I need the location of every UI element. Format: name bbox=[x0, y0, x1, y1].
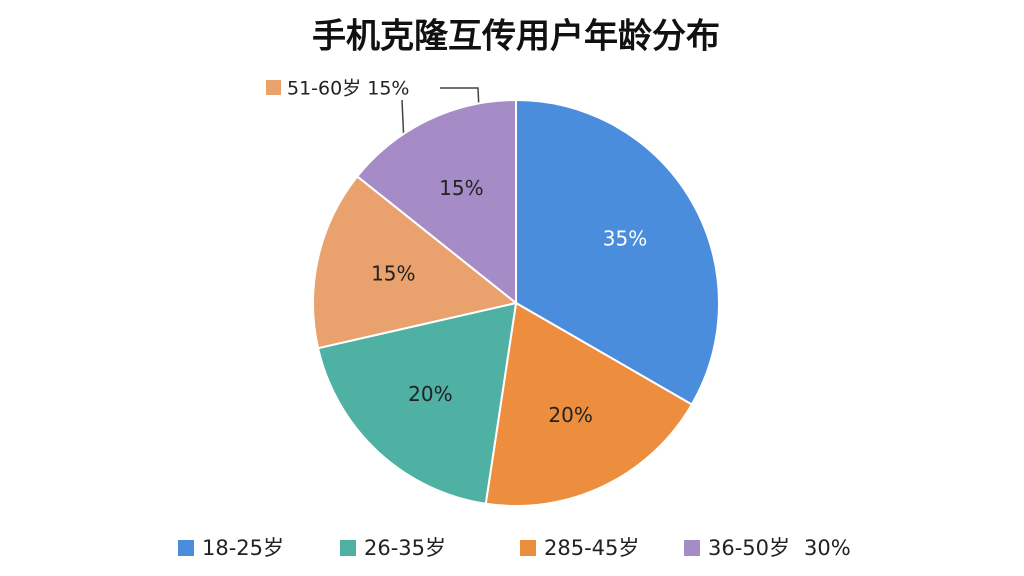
slice-label: 15% bbox=[371, 261, 415, 285]
legend-note: 30% bbox=[804, 536, 851, 560]
legend-label: 26-35岁 bbox=[364, 536, 446, 560]
annotation-swatch bbox=[266, 80, 281, 95]
slice-label: 15% bbox=[439, 176, 483, 200]
legend-swatch bbox=[178, 540, 194, 556]
pie-slice bbox=[355, 98, 517, 306]
annotation: 51-60岁 15% bbox=[287, 78, 409, 100]
slice-label: 20% bbox=[408, 382, 452, 406]
legend-label: 36-50岁 bbox=[708, 536, 790, 560]
chart-title: 手机克隆互传用户年龄分布 bbox=[312, 17, 720, 57]
pie-slice bbox=[312, 175, 519, 350]
legend-label: 18-25岁 bbox=[202, 536, 284, 560]
legend-swatch bbox=[340, 540, 356, 556]
legend-label: 285-45岁 bbox=[544, 536, 639, 560]
pie-slice bbox=[316, 301, 518, 505]
pie-slice bbox=[484, 301, 694, 507]
legend-swatch bbox=[520, 540, 536, 556]
slice-label: 20% bbox=[548, 403, 592, 427]
slice-label: 35% bbox=[603, 227, 647, 251]
pie-slice bbox=[515, 98, 720, 406]
legend-swatch bbox=[684, 540, 700, 556]
